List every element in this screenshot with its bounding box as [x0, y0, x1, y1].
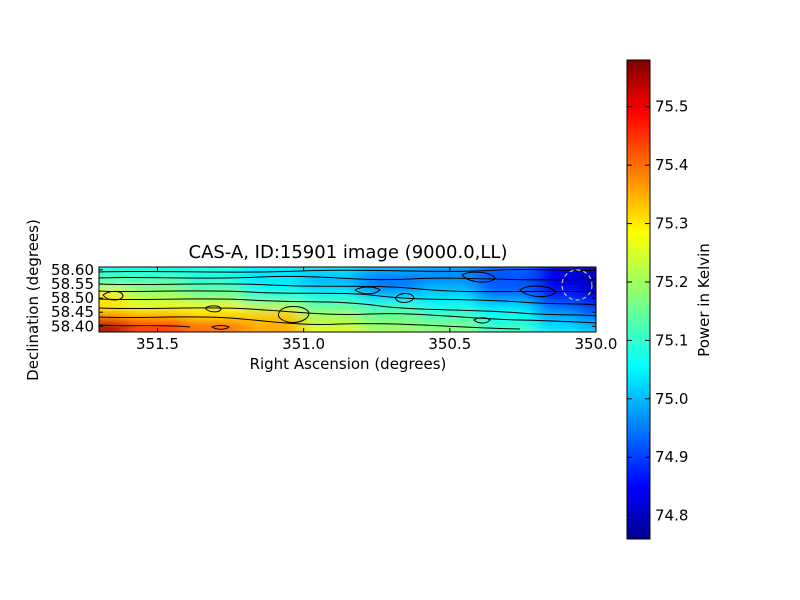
colorbar-tick-label: 75.2 [655, 273, 688, 291]
colorbar-tick-label: 75.0 [655, 390, 688, 408]
colorbar-tick-label: 74.9 [655, 448, 688, 466]
colorbar-ticks: 74.8 74.9 75.0 75.1 75.2 75.3 75.4 75.5 [627, 98, 688, 525]
colorbar: 74.8 74.9 75.0 75.1 75.2 75.3 75.4 75.5 Power i… [626, 59, 713, 540]
plot-frame [98, 266, 597, 333]
x-tick-label: 351.5 [136, 335, 179, 353]
heatmap-cell [579, 320, 596, 332]
y-tick-label: 58.45 [51, 303, 94, 321]
colorbar-tick-label: 75.5 [655, 98, 688, 116]
contour-line [519, 285, 557, 298]
heatmap-cell [99, 327, 131, 332]
colorbar-label: Power in Kelvin [695, 243, 713, 357]
contour-line [99, 268, 596, 273]
colorbar-tick-label: 75.1 [655, 331, 688, 349]
contour-line [102, 290, 124, 301]
heatmap-cell [360, 327, 423, 332]
heatmap-cell [477, 320, 540, 332]
contour-line [99, 298, 596, 317]
heatmap-cell [418, 320, 482, 332]
x-tick-label: 351.0 [282, 335, 325, 353]
plot-area [99, 267, 596, 332]
x-tick-label: 350.5 [428, 335, 471, 353]
contour-line [277, 306, 310, 323]
contour-line [354, 286, 381, 295]
contour-line [473, 317, 491, 324]
colorbar-tick-label: 74.8 [655, 507, 688, 525]
heatmap-cell [301, 327, 365, 332]
contour-line [99, 290, 596, 306]
x-axis: 351.5 351.0 350.5 350.0 [136, 267, 617, 353]
y-tick-label: 58.60 [51, 261, 94, 279]
heatmap-cell [184, 327, 248, 332]
contour-line [204, 305, 222, 313]
x-axis-label: Right Ascension (degrees) [250, 355, 447, 373]
heatmap-cell [535, 320, 584, 332]
contour-line [99, 283, 596, 293]
colorbar-tick-label: 75.3 [655, 215, 688, 233]
contour-line [99, 307, 596, 324]
heatmap-cell [360, 320, 423, 332]
y-tick-label: 58.50 [51, 289, 94, 307]
heatmap-cell [243, 320, 306, 332]
x-tick-label: 350.0 [575, 335, 618, 353]
contour-lines [99, 268, 596, 330]
colorbar-gradient [626, 59, 651, 540]
source-circle-marker [561, 269, 593, 301]
y-tick-label: 58.40 [51, 317, 94, 335]
heatmap-cell [243, 327, 306, 332]
heatmap-cell [535, 327, 584, 332]
heatmap-cell [579, 327, 596, 332]
chart-title: CAS-A, ID:15901 image (9000.0,LL) [189, 242, 508, 263]
y-axis-label: Declination (degrees) [24, 219, 42, 381]
contour-line [99, 324, 191, 328]
contour-line [99, 275, 596, 281]
contour-line [461, 271, 496, 283]
contour-line [99, 316, 521, 330]
heatmap-cell [477, 327, 540, 332]
heatmap-cells [99, 267, 596, 332]
contour-line [210, 325, 230, 330]
colorbar-tick-label: 75.4 [655, 156, 688, 174]
y-tick-label: 58.55 [51, 275, 94, 293]
contour-line [394, 293, 415, 303]
heatmap-cell [301, 320, 365, 332]
